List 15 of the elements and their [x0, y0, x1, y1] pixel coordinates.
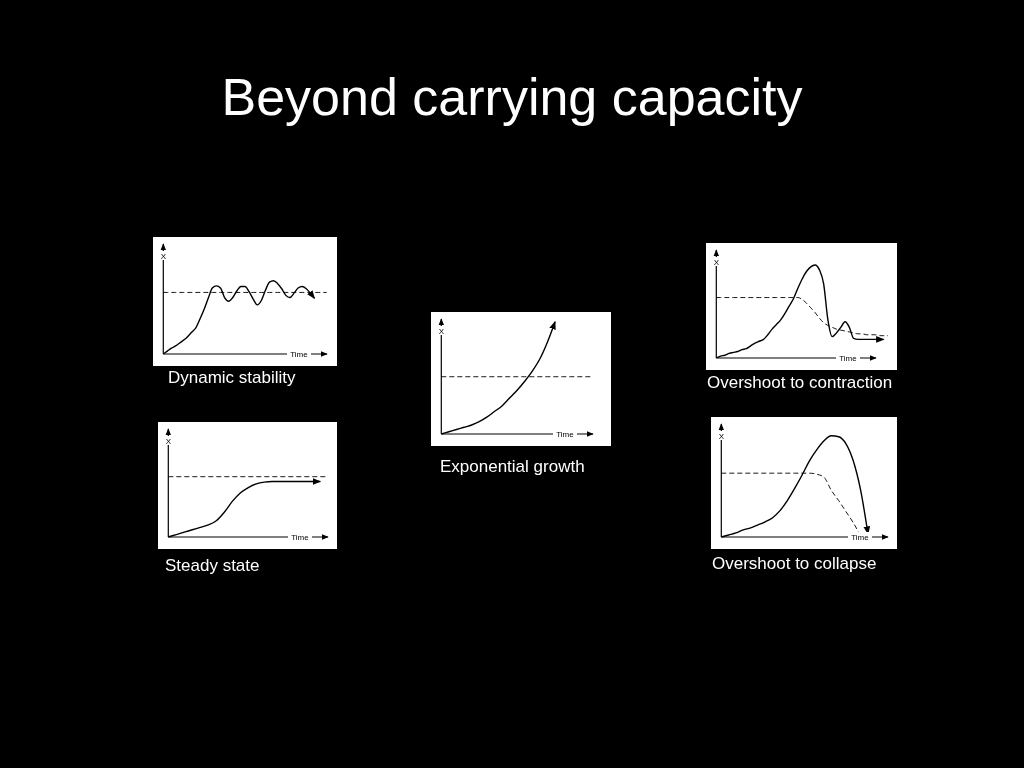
x-axis-title: Time [290, 350, 309, 359]
text: Exponential growth [440, 457, 585, 476]
x-axis-title: Time [839, 354, 858, 363]
x-axis-title: Time [291, 533, 310, 542]
y-axis-title: X [165, 437, 172, 446]
y-axis-title: X [438, 327, 445, 336]
x-axis-title: Time [556, 430, 575, 439]
text: Overshoot to collapse [712, 554, 877, 573]
y-axis-title: X [160, 252, 167, 261]
text: Dynamic stability [168, 368, 297, 387]
text: Beyond carrying capacity [221, 68, 803, 126]
text: Steady state [165, 556, 260, 575]
y-axis-title: X [713, 258, 720, 267]
y-axis-title: X [718, 432, 725, 441]
text: Overshoot to contraction [707, 373, 893, 392]
